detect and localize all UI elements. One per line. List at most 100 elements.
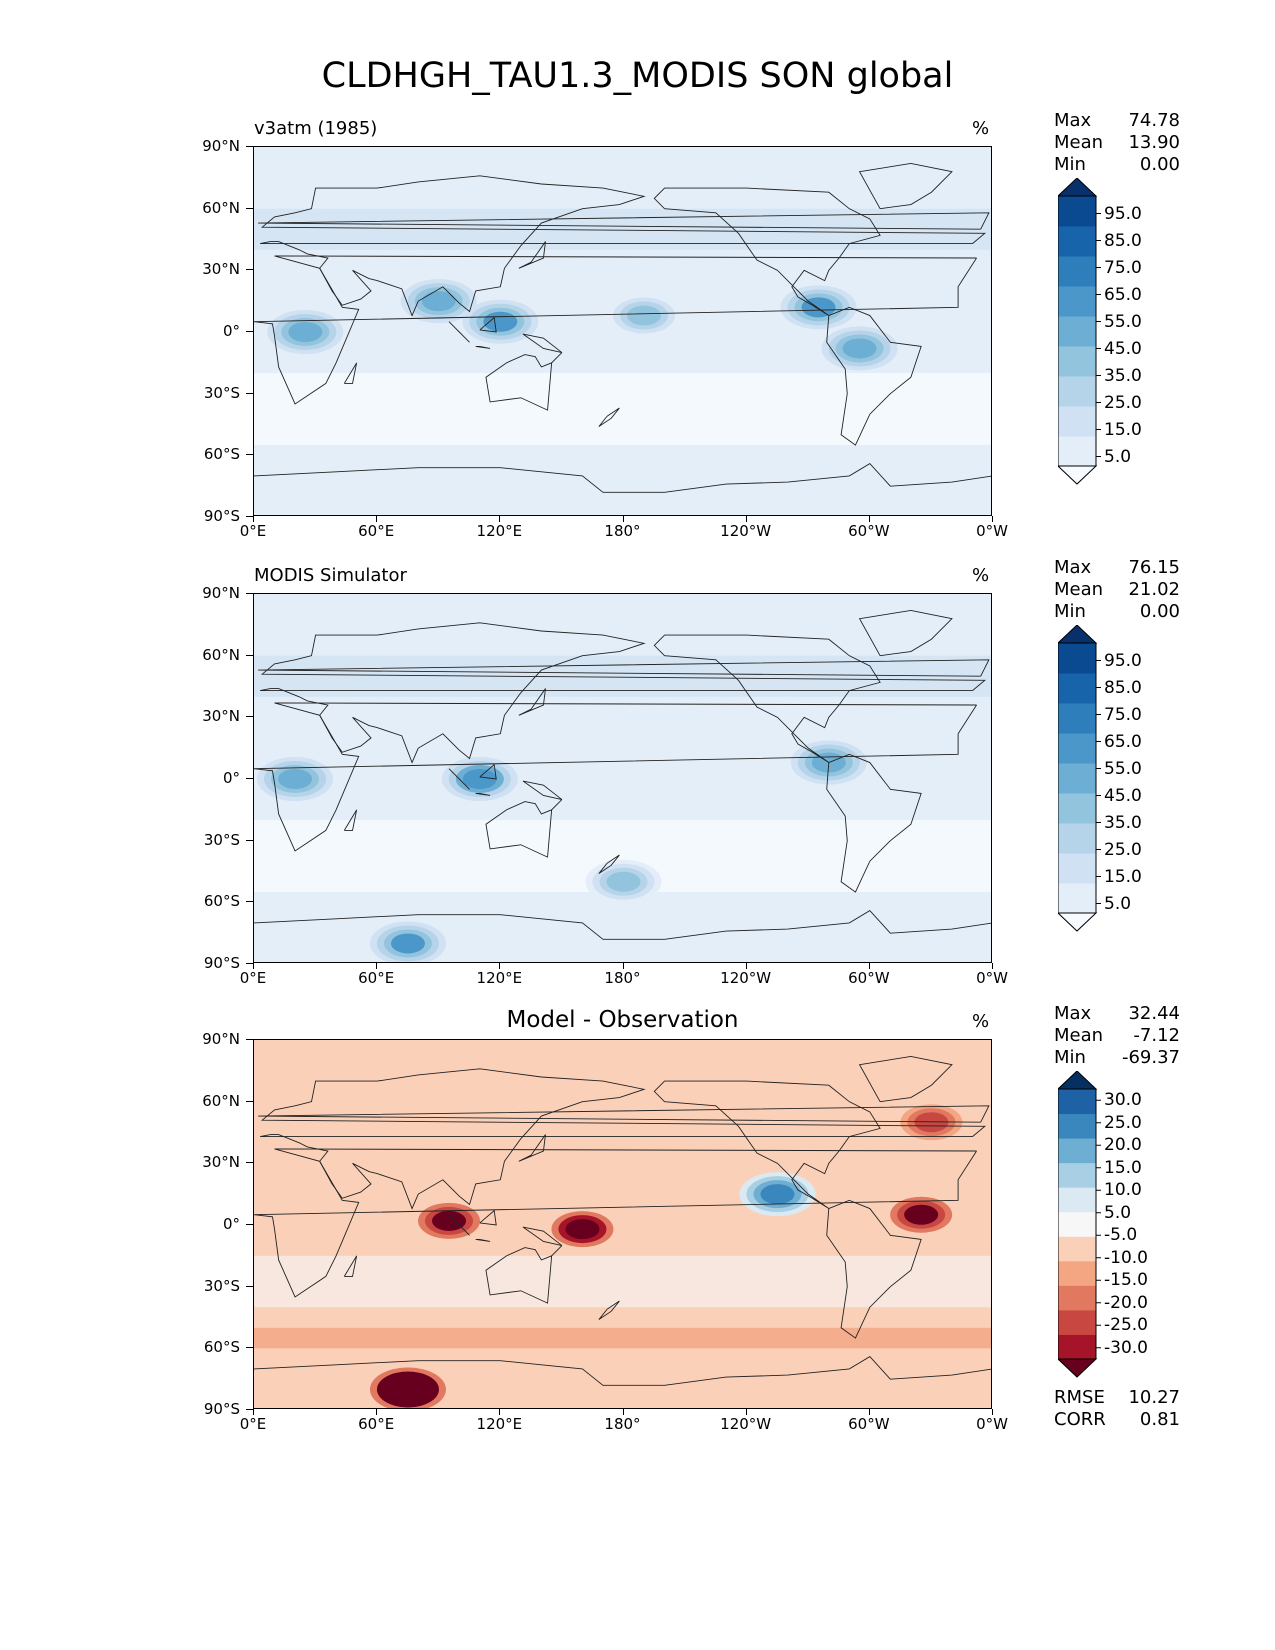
- coastline-9: [479, 316, 497, 333]
- colorbar-segment: [1058, 763, 1096, 794]
- colorbar-extend-bottom: [1058, 1358, 1098, 1378]
- x-tick-label: 60°W: [848, 522, 890, 540]
- panel-title: v3atm (1985): [254, 118, 378, 139]
- y-tick: [246, 1409, 253, 1410]
- x-tick: [992, 1409, 993, 1415]
- y-tick-label: 90°S: [203, 507, 240, 525]
- x-tick-label: 180°: [604, 522, 641, 540]
- field-new-guinea-3: [565, 1219, 600, 1240]
- x-tick-label: 180°: [604, 969, 641, 987]
- coastline-9: [479, 1209, 497, 1226]
- figure-title: CLDHGH_TAU1.3_MODIS SON global: [321, 56, 954, 96]
- unit-label: %: [972, 565, 990, 586]
- y-tick-label: 90°N: [202, 137, 240, 155]
- colorbar-label: -5.0: [1104, 1225, 1138, 1246]
- x-tick-label: 0°W: [976, 1415, 1008, 1433]
- colorbar: [1058, 1071, 1101, 1378]
- colorbar-segment: [1058, 853, 1096, 884]
- coastline-4: [653, 187, 881, 316]
- stat-max: Max 76.15: [1054, 557, 1180, 579]
- y-tick: [246, 207, 253, 209]
- colorbar-segment: [1058, 1162, 1096, 1188]
- error-stats: RMSE 10.27 CORR 0.81: [1054, 1387, 1180, 1431]
- colorbar-extend-top: [1058, 1071, 1098, 1090]
- coastline-5: [858, 609, 953, 657]
- x-tick: [868, 516, 870, 522]
- field-antarctica-3: [390, 933, 425, 954]
- colorbar-segment: [1058, 1187, 1096, 1213]
- stats-box: Max 32.44 Mean -7.12 Min -69.37: [1054, 1003, 1180, 1069]
- colorbar-segment: [1058, 1236, 1096, 1262]
- y-tick: [246, 778, 253, 779]
- y-tick: [246, 1285, 253, 1287]
- colorbar-label: 5.0: [1104, 446, 1132, 467]
- colorbar: [1058, 178, 1101, 485]
- colorbar-segment: [1058, 1211, 1096, 1237]
- x-tick-label: 60°E: [358, 969, 395, 987]
- stat-corr: CORR 0.81: [1054, 1409, 1180, 1431]
- coastline-1: [260, 622, 987, 764]
- colorbar-label: 10.0: [1104, 1180, 1142, 1201]
- x-tick: [253, 963, 254, 969]
- x-tick: [622, 1409, 624, 1415]
- y-tick: [246, 593, 253, 594]
- colorbar-extend-bottom: [1058, 465, 1098, 485]
- stat-min: Min 0.00: [1054, 154, 1180, 176]
- neutral-band: [254, 1255, 991, 1308]
- colorbar-segment: [1058, 256, 1096, 287]
- colorbar-label: -20.0: [1104, 1292, 1148, 1313]
- x-tick-label: 120°W: [720, 969, 772, 987]
- coastline-12: [518, 688, 546, 716]
- unit-label: %: [972, 1011, 990, 1032]
- coastline-14: [258, 1105, 990, 1123]
- colorbar-label: 45.0: [1104, 338, 1142, 359]
- colorbar-segment: [1058, 643, 1096, 674]
- map-background: [254, 1040, 991, 1408]
- coastline-6: [254, 1355, 991, 1386]
- stat-label: Min: [1054, 601, 1086, 622]
- y-tick-label: 60°N: [202, 198, 240, 217]
- x-tick-label: 60°E: [358, 522, 395, 540]
- panel-1: v3atm (1985)% 90°N 60°N 30°N 0° 30°S 60°S 90°S 0…: [0, 110, 1275, 550]
- coastline-8: [475, 345, 491, 349]
- field-tropical-atlantic-3: [904, 1204, 939, 1225]
- colorbar-label: -10.0: [1104, 1247, 1148, 1268]
- stat-value: 0.81: [1139, 1409, 1180, 1430]
- x-tick: [499, 516, 501, 522]
- stat-value: 76.15: [1128, 557, 1180, 578]
- subtropic-band: [254, 373, 991, 446]
- x-tick-label: 0°W: [976, 522, 1008, 540]
- colorbar-label: 95.0: [1104, 650, 1142, 671]
- colorbar-segment: [1058, 316, 1096, 347]
- y-tick-label: 60°N: [202, 1091, 240, 1110]
- y-tick-label: 30°S: [203, 1276, 240, 1295]
- coastline-2: [485, 799, 563, 858]
- colorbar-segment: [1058, 226, 1096, 257]
- x-tick-label: 60°W: [848, 1415, 890, 1433]
- stat-label: Max: [1054, 1003, 1092, 1024]
- map-canvas: [254, 594, 991, 962]
- field-central-america-3: [801, 297, 836, 318]
- colorbar-label: 65.0: [1104, 284, 1142, 305]
- x-tick: [745, 1409, 747, 1415]
- stat-value: 0.00: [1139, 601, 1180, 622]
- y-tick-label: 30°S: [203, 830, 240, 849]
- stat-mean: Mean -7.12: [1054, 1025, 1180, 1047]
- coastline-2: [485, 352, 563, 411]
- stat-label: Max: [1054, 110, 1092, 131]
- colorbar-frame: [1058, 195, 1097, 467]
- colorbar-label: 75.0: [1104, 257, 1142, 278]
- x-tick: [622, 516, 624, 522]
- stat-value: 74.78: [1128, 110, 1180, 131]
- y-tick: [246, 1039, 253, 1040]
- coastline-7: [448, 1214, 470, 1236]
- coastlines: [254, 162, 991, 493]
- colorbar-frame: [1058, 642, 1097, 914]
- panel-2: MODIS Simulator% 90°N 60°N 30°N 0° 30°S 60°S 90…: [0, 557, 1275, 997]
- y-tick: [246, 269, 253, 271]
- y-tick: [246, 146, 253, 147]
- colorbar-frame: [1058, 1088, 1097, 1360]
- y-tick: [246, 1224, 253, 1225]
- coastline-1: [260, 175, 987, 317]
- unit-label: %: [972, 118, 990, 139]
